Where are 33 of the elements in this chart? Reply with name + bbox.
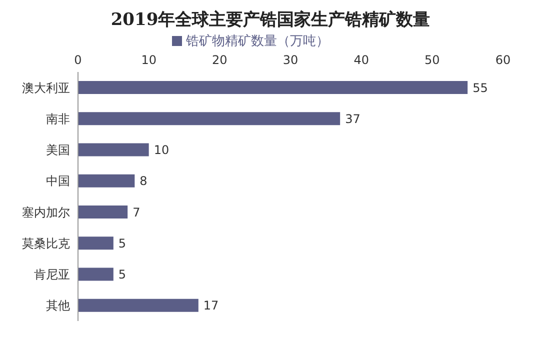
y-tick-label: 莫桑比克 [22,236,70,250]
data-label: 55 [472,80,488,95]
y-tick-label: 美国 [46,143,70,158]
legend-label: 锆矿物精矿数量（万吨） [186,34,329,49]
x-tick-label: 10 [141,53,156,67]
bar [78,81,468,94]
data-label: 8 [140,174,148,188]
data-label: 10 [154,143,170,158]
bar [78,268,114,281]
y-tick-label: 中国 [46,174,70,188]
data-label: 7 [132,205,140,220]
x-tick-label: 60 [495,53,511,67]
data-label: 5 [118,236,126,250]
data-label: 5 [118,268,126,282]
bar [78,298,198,312]
y-tick-label: 塞内加尔 [22,205,70,220]
data-label: 37 [345,112,360,126]
data-label: 17 [203,298,219,313]
chart-title: 2019年全球主要产锆国家生产锆精矿数量 [110,9,432,32]
x-tick-label: 20 [212,53,228,67]
bar [78,112,340,126]
y-tick-label: 南非 [46,112,70,126]
bar [78,174,135,188]
x-tick-label: 40 [354,53,369,67]
x-tick-label: 30 [282,53,298,67]
bar [78,236,114,250]
x-tick-label: 0 [74,53,82,67]
bar [78,143,149,156]
x-tick-label: 50 [424,53,440,67]
bar [78,206,128,218]
y-tick-label: 肯尼亚 [34,268,70,282]
y-tick-label: 其他 [46,298,70,313]
y-tick-label: 澳大利亚 [22,80,70,95]
